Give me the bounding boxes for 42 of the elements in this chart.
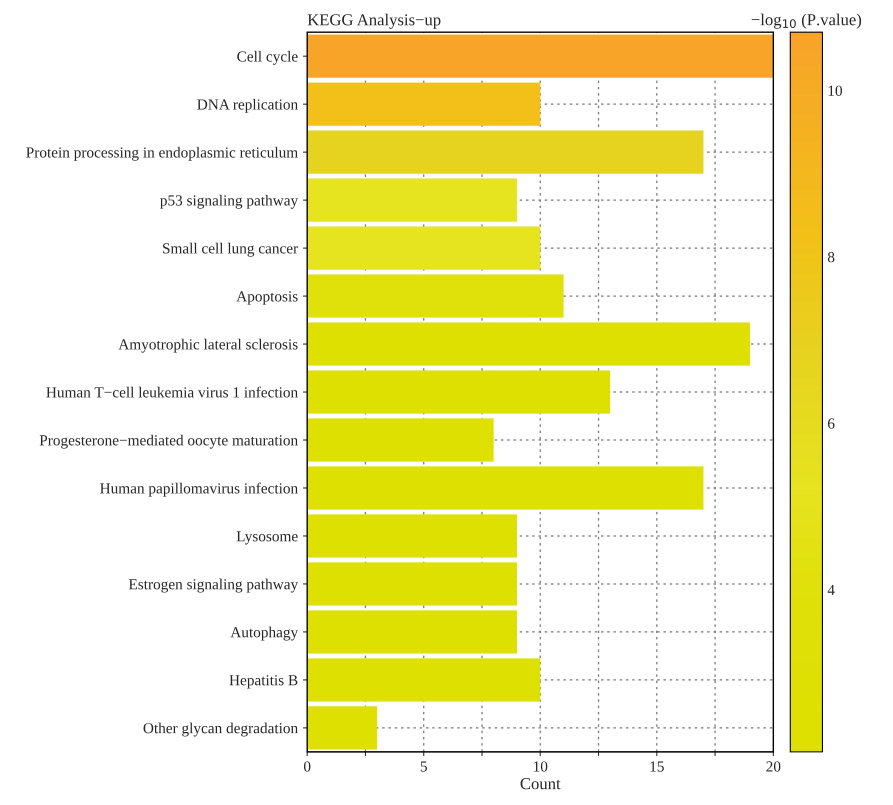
- y-tick-label: Protein processing in endoplasmic reticulum: [26, 146, 298, 161]
- color-bar-label: 4: [828, 584, 835, 595]
- y-tick-label: Other glycan degradation: [144, 722, 298, 736]
- bar: [307, 466, 704, 510]
- y-tick-label: Apoptosis: [236, 291, 298, 305]
- chart-title: KEGG Analysis−up: [308, 14, 440, 29]
- y-tick-label: Hepatitis B: [229, 675, 298, 688]
- y-tick-label: Human papillomavirus infection: [100, 482, 298, 497]
- bar: [307, 130, 704, 174]
- color-bar-label: 6: [828, 418, 834, 429]
- color-bar-label: 8: [828, 252, 834, 262]
- x-tick-label: 20: [766, 761, 780, 772]
- bar: [307, 226, 540, 270]
- bar: [307, 274, 564, 318]
- bar: [307, 610, 517, 654]
- bar: [307, 34, 774, 78]
- bar: [307, 178, 517, 222]
- y-tick-label: Lysosome: [236, 531, 298, 545]
- color-bar-title: −log$_{10}$ (P.value): [752, 14, 862, 29]
- y-tick-label: Amyotrophic lateral sclerosis: [118, 338, 298, 353]
- y-tick-label: Autophagy: [230, 626, 298, 641]
- bar: [307, 82, 540, 126]
- x-tick-label: 5: [420, 761, 427, 772]
- y-tick-label: Small cell lung cancer: [163, 242, 298, 257]
- bar: [307, 322, 750, 366]
- bar: [307, 514, 517, 558]
- y-tick-label: DNA replication: [197, 98, 298, 113]
- y-tick-label: Human T−cell leukemia virus 1 infection: [46, 386, 298, 398]
- bar: [307, 562, 517, 606]
- bar: [307, 658, 540, 702]
- y-tick-label: p53 signaling pathway: [160, 194, 298, 209]
- bar: [307, 370, 610, 414]
- x-tick-label: 15: [650, 761, 664, 772]
- x-tick-label: 0: [304, 761, 310, 772]
- x-axis-title: Count: [520, 778, 561, 790]
- y-tick-label: Cell cycle: [237, 50, 298, 65]
- color-bar-label: 10: [828, 86, 842, 96]
- bar: [307, 706, 378, 750]
- bar: [307, 418, 494, 462]
- y-tick-label: Estrogen signaling pathway: [128, 578, 298, 593]
- y-tick-label: Progesterone−mediated oocyte maturation: [40, 434, 298, 449]
- x-tick-label: 10: [534, 761, 548, 772]
